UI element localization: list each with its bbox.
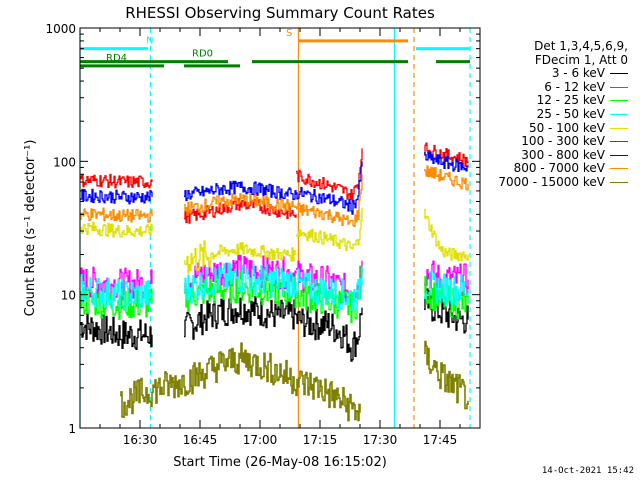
series-line (80, 221, 153, 238)
x-tick-label: 17:45 (423, 433, 458, 447)
series-line (424, 270, 469, 306)
legend-swatch (610, 141, 628, 143)
legend-swatch (610, 113, 628, 115)
legend-entry-label: 7000 - 15000 keV (498, 174, 605, 189)
y-tick-label: 100 (53, 155, 76, 169)
ticks-layer: 16:30 16:45 17:00 17:15 17:30 17:45 1 10 100 1000 (45, 22, 480, 447)
series-line (184, 262, 297, 304)
legend-swatch (610, 100, 628, 102)
legend-entry: 6 - 12 keV (498, 79, 628, 95)
series-line (296, 207, 363, 251)
legend-swatch (610, 181, 628, 183)
legend-swatch (610, 127, 628, 129)
legend-entry-label: 50 - 100 keV (528, 120, 605, 135)
series-line (424, 165, 469, 191)
legend-entry-label: 6 - 12 keV (544, 79, 605, 94)
legend-entry-label: 25 - 50 keV (536, 106, 605, 121)
series-line (424, 208, 469, 262)
legend-entry-label: 3 - 6 keV (551, 66, 605, 81)
marker-label: S (286, 28, 292, 39)
marker-bars-layer: N S RD0 RD4 (80, 28, 470, 68)
series-line (80, 266, 153, 301)
legend-entry: 50 - 100 keV (498, 120, 628, 136)
legend-header-line: FDecim 1, Att 0 (534, 52, 628, 67)
legend-entry-label: 300 - 800 keV (521, 147, 605, 162)
y-axis-label: Count Rate (s⁻¹ detector⁻¹) (23, 140, 38, 317)
legend-header-line: Det 1,3,4,5,6,9, (534, 39, 628, 53)
marker-label: N (146, 36, 153, 47)
series-line (80, 188, 153, 205)
series-line (80, 273, 153, 311)
series-line (296, 148, 363, 203)
series-line (424, 340, 469, 410)
series-line (80, 173, 153, 189)
chart-title: RHESSI Observing Summary Count Rates (125, 4, 435, 22)
series-line (296, 174, 363, 228)
series-line (296, 267, 363, 311)
series-line (80, 313, 153, 350)
series-layer (80, 142, 469, 422)
legend-entry: 800 - 7000 keV (498, 162, 628, 176)
marker-label: RD0 (192, 49, 213, 60)
legend-entry: 25 - 50 keV (498, 106, 628, 122)
y-tick-label: 1000 (45, 22, 76, 36)
x-tick-label: 17:00 (243, 433, 278, 447)
y-tick-label: 10 (61, 289, 76, 303)
series-line (424, 151, 469, 172)
legend-swatch (610, 73, 628, 75)
legend-entry: 12 - 25 keV (498, 94, 628, 108)
series-line (120, 342, 361, 422)
legend-entry-label: 800 - 7000 keV (513, 161, 605, 176)
series-line (184, 197, 297, 224)
legend-swatch (610, 168, 628, 170)
x-axis-label: Start Time (26-May-08 16:15:02) (173, 455, 387, 470)
marker-label: RD4 (106, 53, 127, 64)
legend-entry: 7000 - 15000 keV (498, 174, 628, 190)
x-tick-label: 17:15 (303, 433, 338, 447)
x-tick-label: 16:30 (123, 433, 158, 447)
series-line (184, 295, 297, 340)
legend-entry: 3 - 6 keV (498, 66, 628, 81)
x-tick-label: 17:30 (363, 433, 398, 447)
legend-entry-label: 100 - 300 keV (521, 134, 605, 149)
series-line (296, 161, 363, 215)
legend-swatch (610, 154, 628, 156)
series-line (184, 253, 297, 294)
legend-entry-label: 12 - 25 keV (536, 93, 605, 108)
legend-items: 3 - 6 keV 6 - 12 keV 12 - 25 keV 25 - 50 ke… (498, 66, 628, 190)
series-line (184, 240, 297, 274)
x-tick-label: 16:45 (183, 433, 218, 447)
legend-entry: 100 - 300 keV (498, 134, 628, 149)
y-tick-label: 1 (68, 422, 76, 436)
legend-swatch (610, 86, 628, 88)
series-line (184, 180, 297, 202)
legend-entry: 300 - 800 keV (498, 147, 628, 163)
series-line (80, 207, 153, 223)
series-line (296, 266, 363, 324)
legend: Det 1,3,4,5,6,9, FDecim 1, Att 0 3 - 6 k… (498, 39, 628, 190)
series-line (184, 193, 297, 216)
generation-timestamp: 14-Oct-2021 15:42 (541, 466, 634, 476)
